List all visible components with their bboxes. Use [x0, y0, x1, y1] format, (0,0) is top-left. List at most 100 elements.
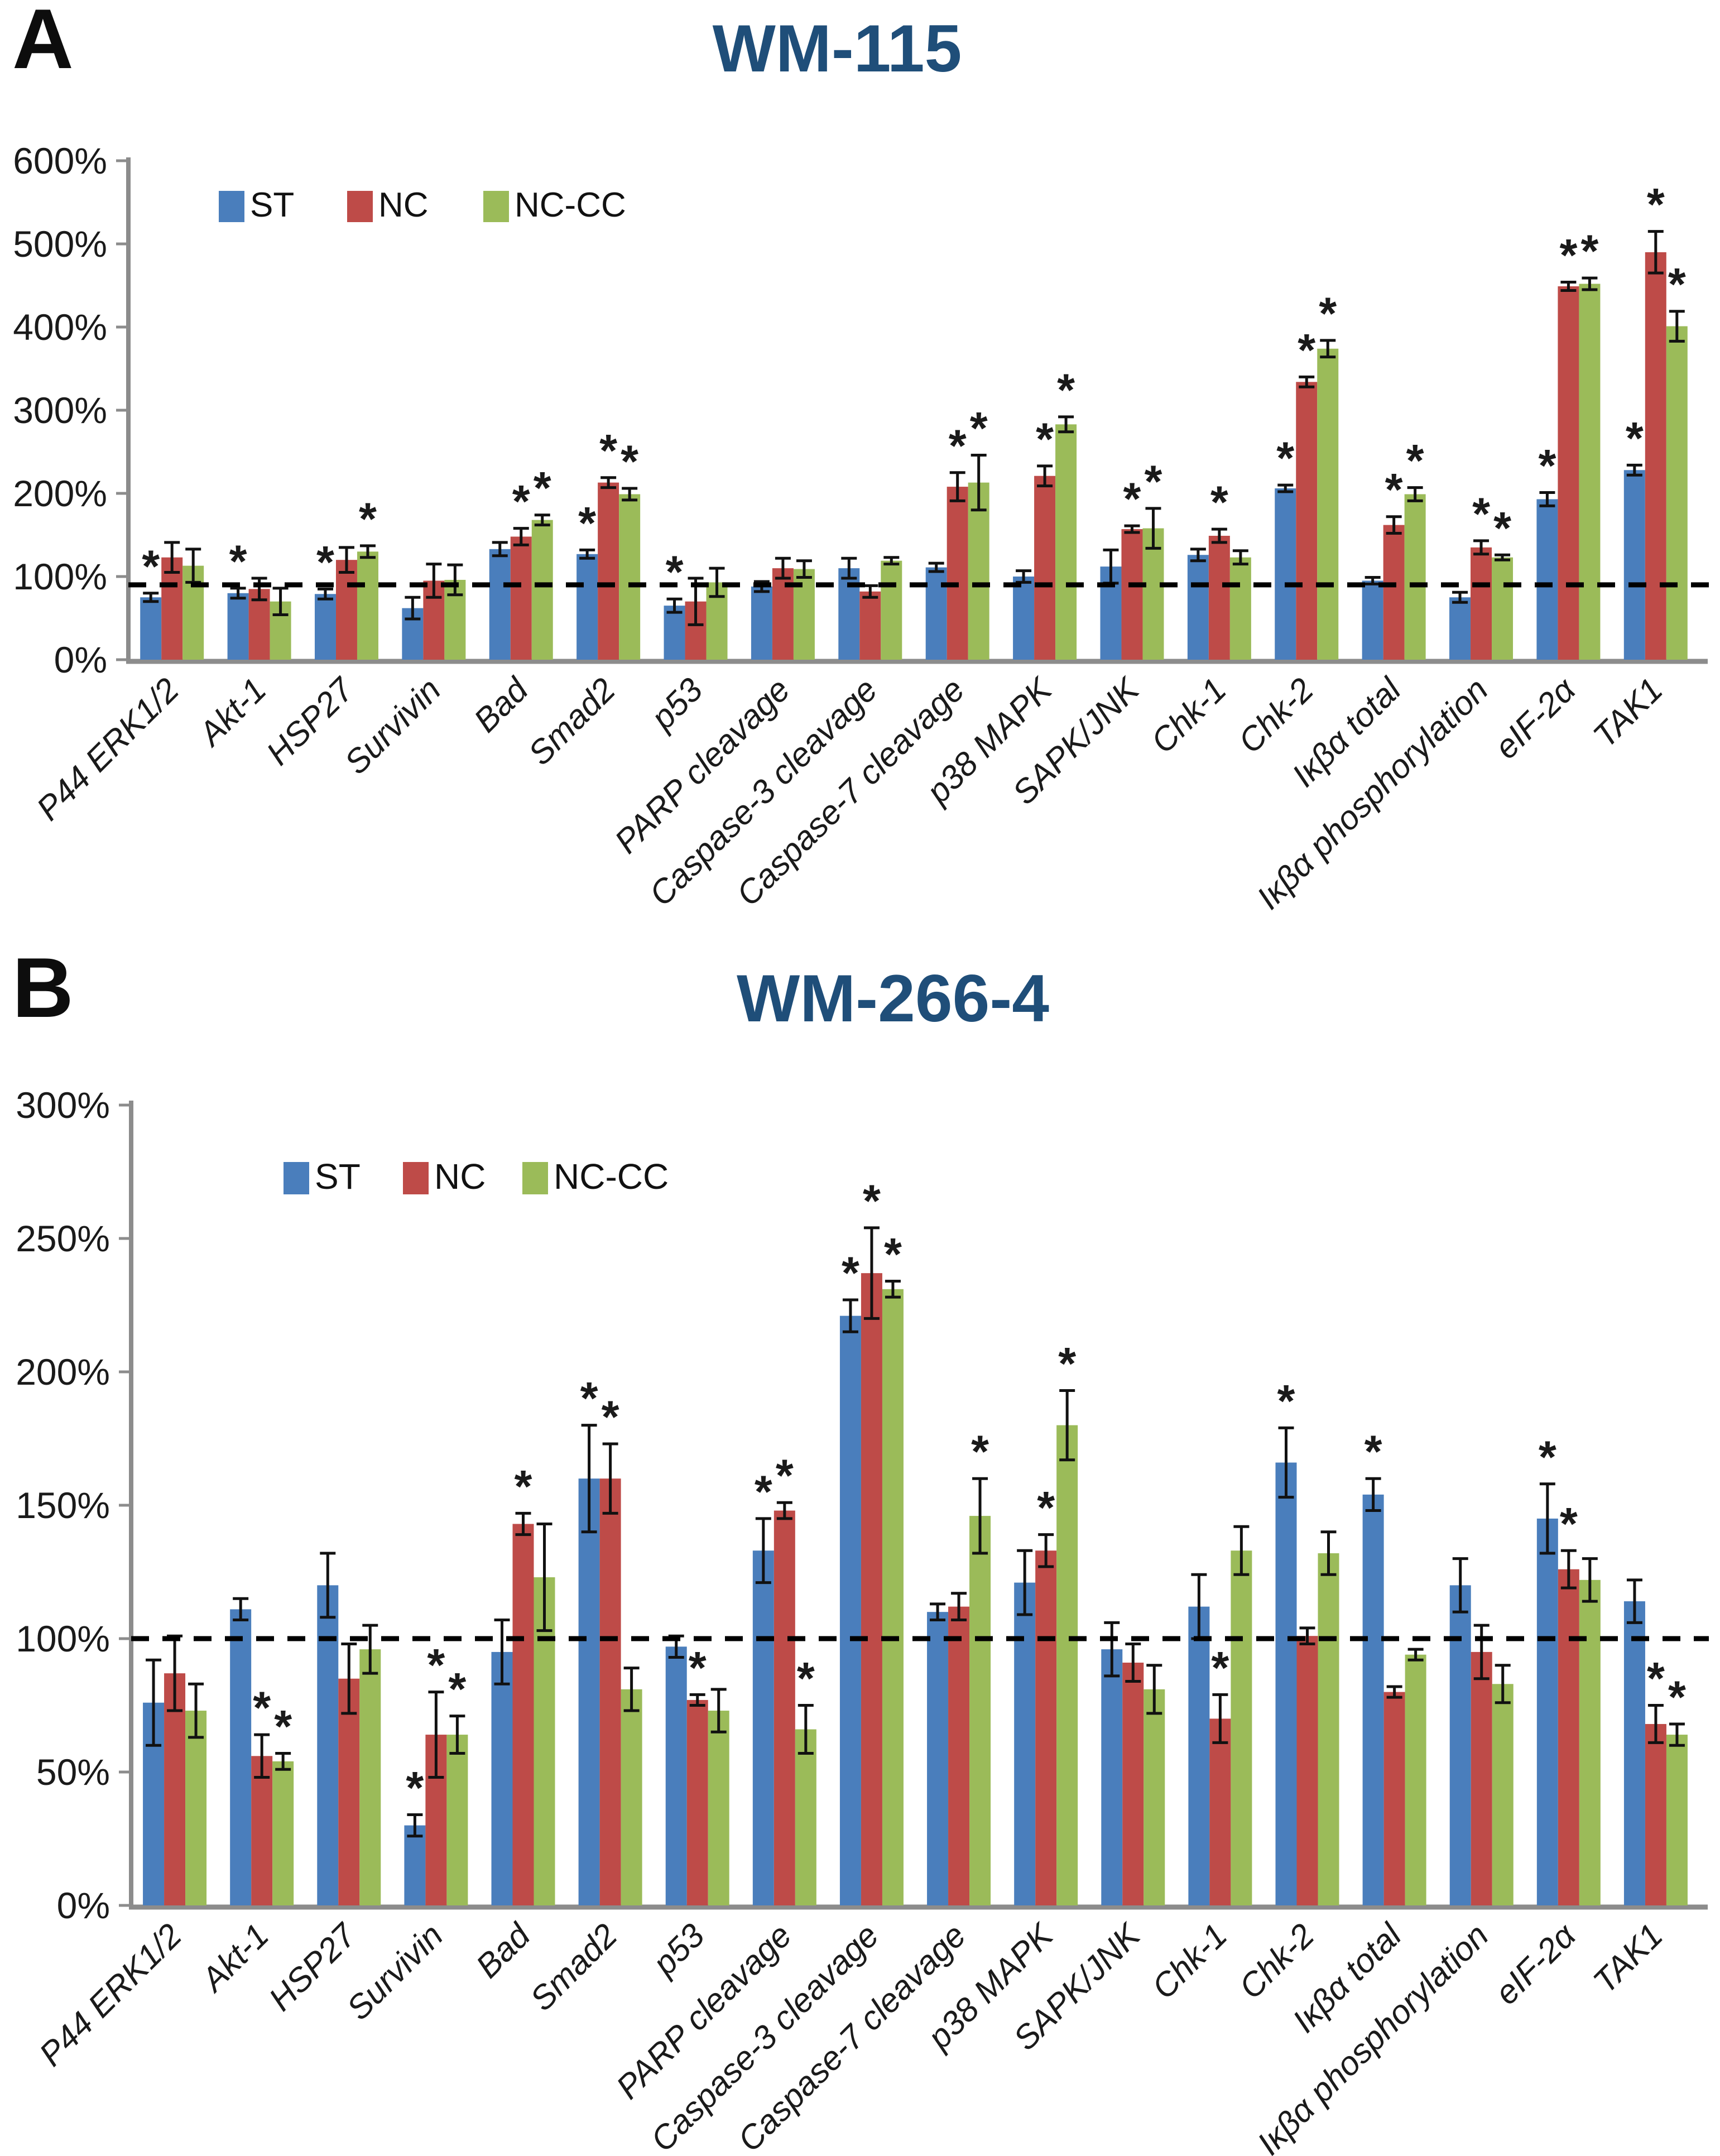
- bar-ST-Akt-1: [227, 593, 249, 660]
- bar-NC-CC-Survivin: [446, 1735, 468, 1905]
- bar-ST-p38 MAPK: [1013, 577, 1035, 660]
- y-tick-label: 200%: [16, 1351, 110, 1392]
- bar-ST-SAPK/JNK: [1101, 1649, 1123, 1905]
- bar-NC-CC-TAK1: [1666, 1735, 1688, 1905]
- x-category-label: Chk-1: [1145, 1917, 1234, 2006]
- bar-ST-Chk-1: [1188, 1606, 1210, 1905]
- significance-star: *: [666, 547, 684, 598]
- x-category-label: eIF-2α: [1487, 1916, 1583, 2012]
- significance-star: *: [971, 1427, 989, 1477]
- significance-star: *: [580, 1374, 598, 1424]
- significance-star: *: [1298, 325, 1315, 376]
- significance-star: *: [863, 1176, 881, 1227]
- significance-star: *: [776, 1451, 794, 1501]
- y-tick-label: 600%: [13, 140, 107, 181]
- significance-star: *: [1647, 1654, 1665, 1704]
- bar-ST-Caspase-3 cleavage: [838, 568, 860, 660]
- bar-NC-Akt-1: [251, 1756, 273, 1905]
- bar-NC-CC-p38 MAPK: [1056, 1425, 1078, 1905]
- bar-NC-SAPK/JNK: [1121, 529, 1143, 660]
- bar-NC-CC-PARP cleavage: [795, 1729, 816, 1905]
- bar-NC-SAPK/JNK: [1122, 1663, 1144, 1905]
- bar-NC-CC-Akt-1: [272, 1761, 294, 1905]
- bar-NC-CC-Chk-1: [1231, 1550, 1252, 1905]
- x-category-label: Smad2: [521, 671, 623, 772]
- bar-ST-Chk-1: [1187, 555, 1209, 660]
- bar-ST-Akt-1: [230, 1609, 252, 1905]
- significance-star: *: [316, 537, 334, 588]
- bar-ST-Caspase-7 cleavage: [925, 567, 947, 660]
- bar-NC-CC-Smad2: [621, 1689, 642, 1905]
- bar-ST-Smad2: [576, 554, 598, 660]
- legend-label: NC-CC: [515, 186, 626, 224]
- bar-ST-P44 ERK1/2: [140, 597, 162, 660]
- significance-star: *: [1123, 474, 1141, 525]
- significance-star: *: [1668, 260, 1686, 310]
- y-tick-label: 400%: [13, 306, 107, 348]
- x-category-label: Akt-1: [190, 671, 273, 754]
- significance-star: *: [1058, 1338, 1076, 1389]
- bar-NC-CC-Bad: [531, 520, 553, 660]
- bar-NC-CC-Caspase-3 cleavage: [882, 1289, 904, 1905]
- significance-star: *: [755, 1467, 772, 1518]
- bar-NC-Chk-1: [1209, 1718, 1231, 1905]
- bar-NC-Iκβα phosphorylation: [1471, 1651, 1492, 1905]
- bar-NC-CC-Iκβα phosphorylation: [1492, 1684, 1514, 1905]
- x-category-label: Chk-1: [1144, 671, 1233, 761]
- legend-swatch-ST: [284, 1162, 309, 1194]
- bar-NC-Bad: [510, 536, 532, 660]
- x-category-label: p53: [643, 671, 710, 738]
- bar-NC-Iκβα total: [1383, 1692, 1405, 1905]
- bar-NC-Caspase-7 cleavage: [947, 487, 968, 660]
- bar-NC-CC-p38 MAPK: [1055, 424, 1077, 660]
- bar-NC-Smad2: [599, 1478, 621, 1905]
- significance-star: *: [1037, 1483, 1055, 1534]
- y-tick-label: 50%: [36, 1751, 110, 1793]
- y-tick-label: 100%: [16, 1618, 110, 1659]
- significance-star: *: [1145, 457, 1162, 507]
- chart-title: WM-115: [713, 11, 962, 86]
- significance-star: *: [1365, 1427, 1382, 1477]
- x-category-label: TAK1: [1586, 671, 1670, 755]
- bar-NC-Bad: [512, 1524, 534, 1905]
- bar-NC-Iκβα phosphorylation: [1471, 547, 1492, 660]
- bar-NC-PARP cleavage: [773, 1510, 795, 1905]
- bar-ST-Chk-2: [1275, 1462, 1297, 1905]
- bar-NC-p53: [686, 1699, 708, 1905]
- legend-label: ST: [315, 1156, 361, 1197]
- bar-ST-eIF-2α: [1536, 1518, 1558, 1905]
- significance-star: *: [578, 498, 596, 549]
- bar-NC-TAK1: [1645, 252, 1666, 660]
- bar-ST-Iκβα total: [1362, 1494, 1384, 1905]
- bar-ST-p38 MAPK: [1014, 1582, 1036, 1905]
- x-category-label: Survivin: [339, 1917, 450, 2027]
- significance-star: *: [448, 1664, 466, 1715]
- y-tick-label: 500%: [13, 223, 107, 265]
- significance-star: *: [602, 1392, 619, 1443]
- bar-ST-Iκβα phosphorylation: [1449, 1585, 1471, 1905]
- bar-NC-TAK1: [1645, 1723, 1666, 1905]
- legend-label: NC: [378, 186, 429, 224]
- legend-swatch-NC: [347, 191, 373, 222]
- bar-NC-CC-Chk-2: [1318, 1553, 1339, 1905]
- legend-label: ST: [250, 186, 294, 224]
- significance-star: *: [1493, 503, 1511, 554]
- bar-ST-TAK1: [1623, 1601, 1645, 1905]
- bar-NC-CC-eIF-2α: [1579, 1579, 1601, 1905]
- significance-star: *: [1406, 436, 1424, 487]
- significance-star: *: [621, 436, 638, 487]
- bar-ST-Chk-2: [1275, 488, 1296, 660]
- y-tick-label: 300%: [16, 1084, 110, 1126]
- bar-ST-Survivin: [404, 1825, 426, 1905]
- significance-star: *: [1210, 477, 1228, 528]
- x-category-label: P44 ERK1/2: [32, 1917, 189, 2073]
- legend-swatch-NC-CC: [483, 191, 509, 222]
- y-tick-label: 0%: [57, 1885, 110, 1926]
- x-category-label: Bad: [467, 670, 536, 740]
- x-category-label: P44 ERK1/2: [30, 671, 186, 828]
- y-tick-label: 300%: [13, 390, 107, 431]
- legend-swatch-NC-CC: [522, 1162, 548, 1194]
- significance-star: *: [1277, 1376, 1295, 1427]
- significance-star: *: [253, 1683, 271, 1734]
